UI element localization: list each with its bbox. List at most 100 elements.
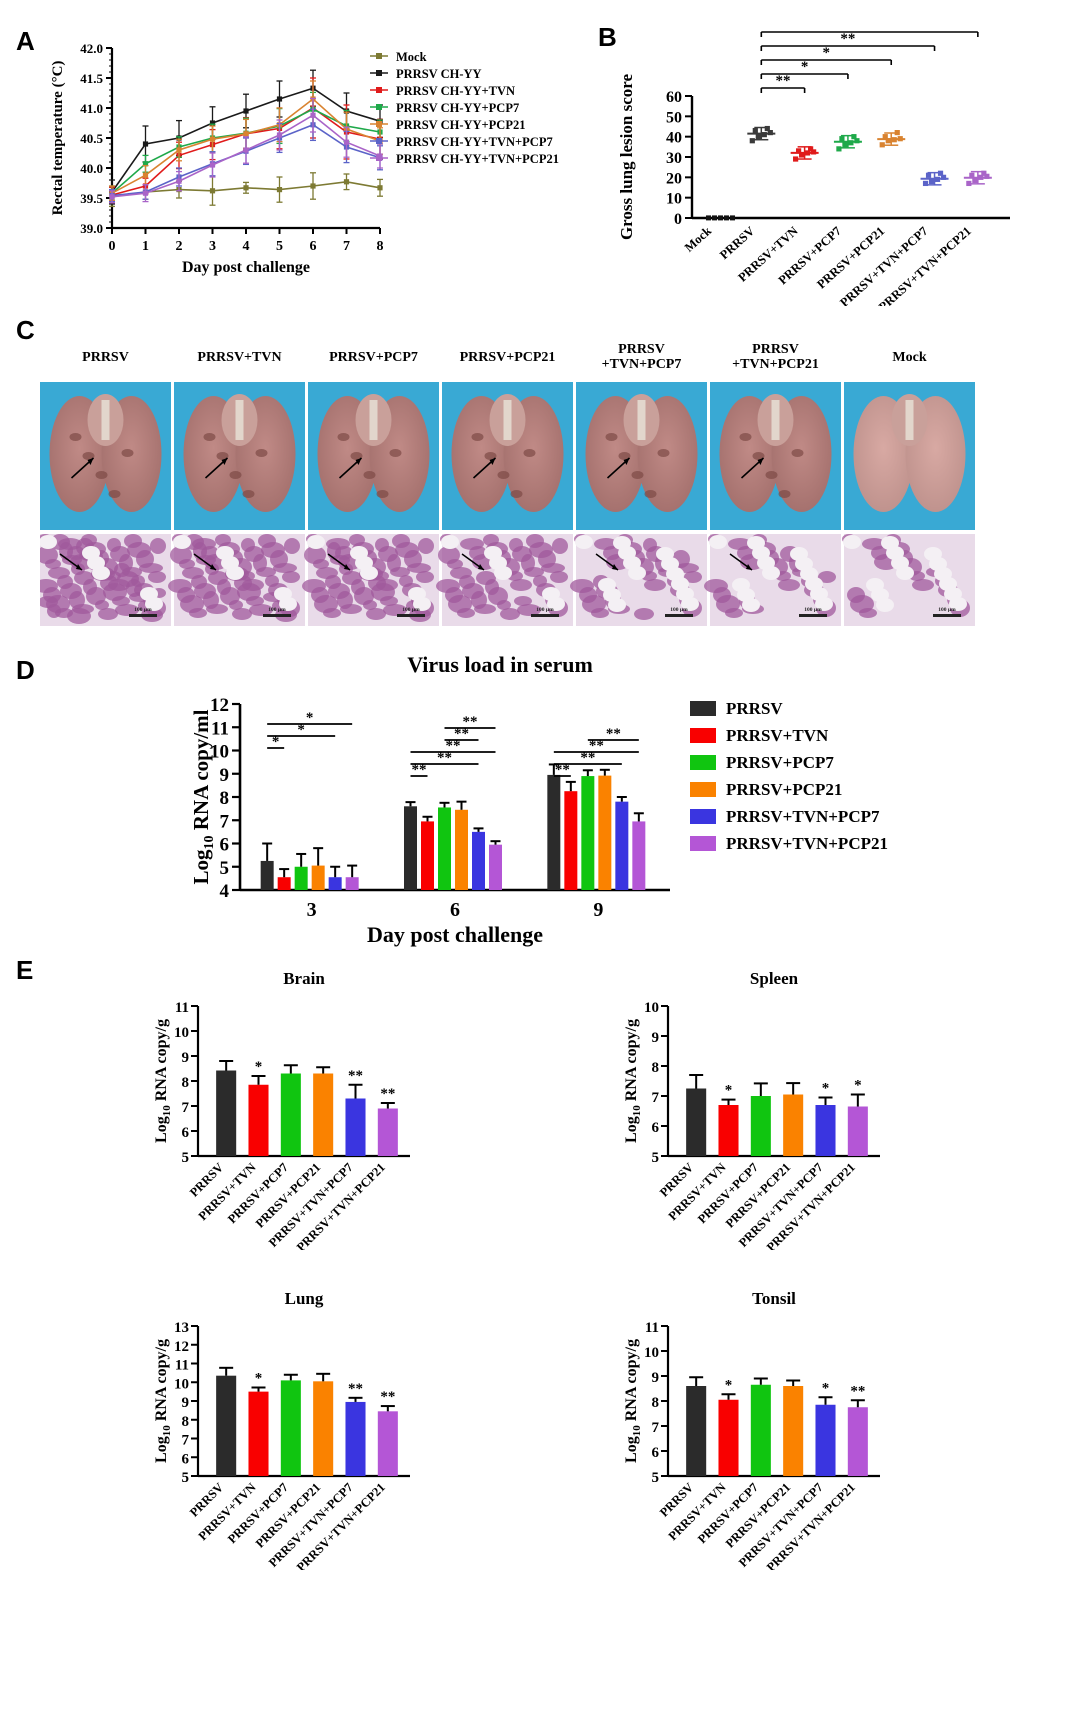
tissue-blob-2-41 [418,538,434,554]
significance-mark-2: * [823,45,831,61]
y-tick-label: 30 [666,150,682,167]
bar-0-5 [345,877,359,890]
bar-2 [280,1073,301,1156]
tissue-blob-0-19 [40,579,58,593]
panel-d-letter: D [16,655,35,685]
data-point [712,215,717,221]
y-axis-label: Log10 RNA copy/g [153,1019,173,1143]
bar-3 [783,1094,804,1156]
y-tick-label: 6 [220,835,230,856]
tissue-blob-3-39 [476,571,496,585]
alveolar-space-1-5 [216,546,234,560]
y-axis-label-rest: RNA copy/g [623,1019,640,1105]
histo-arrowhead-4 [612,564,618,570]
y-tick-label: 41.0 [80,101,103,116]
header-line1: PRRSV [82,350,129,365]
data-point [885,138,891,144]
tissue-blob-0-27 [98,608,118,620]
histo-arrowhead-0 [76,564,82,570]
significance-mark: ** [589,738,604,754]
lesion-spot-2-1 [350,452,363,460]
y-tick-label: 39.5 [80,191,103,206]
tissue-blob-4-27 [634,608,654,620]
legend-swatch-1 [690,728,716,743]
annotation-arrowhead-5 [757,458,764,465]
bar-3 [313,1381,334,1476]
lesion-spot-2-4 [389,449,402,457]
legend-label-1: PRRSV CH-YY [396,67,482,81]
lesion-spot-3-2 [497,471,510,479]
tissue-blob-1-38 [170,546,192,564]
bar-3 [313,1073,334,1156]
tissue-blob-3-38 [438,546,460,564]
y-axis-label-rest: RNA copy/g [623,1339,640,1425]
alveolar-space-6-7 [881,536,899,550]
y-tick-label: 6 [652,1120,660,1136]
x-tick-label-1: PRRSV [717,224,757,262]
data-point [836,146,842,152]
x-tick-label: 2 [176,239,183,254]
bar-0 [686,1386,707,1476]
alveolar-space-3-5 [484,546,502,560]
significance-mark-1: * [725,1083,733,1099]
y-axis-label: Log10 RNA copy/g [623,1339,643,1463]
alveolar-space-5-12 [790,547,808,561]
bar-0-1 [277,877,291,890]
y-tick-label: 6 [182,1125,190,1141]
bar-2 [750,1384,771,1476]
trachea-4 [637,400,646,440]
y-tick-label: 9 [182,1050,190,1066]
bar-4 [345,1401,366,1476]
bar-2 [750,1096,771,1156]
y-axis-label-base: Log [623,1116,640,1143]
scale-bar-1 [263,614,291,617]
significance-mark: ** [555,762,570,778]
significance-mark-4: * [822,1380,830,1396]
tissue-blob-2-22 [416,571,434,583]
data-point [922,180,929,187]
significance-mark-5: ** [380,1389,395,1405]
tissue-blob-4-22 [684,571,702,583]
trachea-2 [369,400,378,440]
alveolar-space-0-5 [82,546,100,560]
legend-label-2: PRRSV CH-YY+TVN [396,84,515,98]
bar-0 [216,1375,237,1476]
significance-mark: * [297,722,305,738]
histo-arrowhead-3 [478,564,484,570]
annotation-arrowhead-3 [489,458,496,465]
legend-label-0: PRRSV [726,699,783,718]
data-point [343,139,350,145]
alveolar-space-6-0 [843,535,861,549]
tissue-blob-1-24 [241,538,255,552]
significance-mark: ** [463,714,478,730]
lesion-spot-1-1 [216,452,229,460]
bar-2-4 [615,801,629,890]
lesion-spot-0-0 [69,433,82,441]
data-point [243,147,249,153]
y-tick-label: 11 [211,718,229,739]
tissue-blob-5-2 [778,579,800,591]
tissue-blob-2-48 [327,542,341,560]
data-point [882,134,888,140]
header-line1: PRRSV+PCP21 [459,350,556,365]
tissue-blob-4-19 [570,579,594,593]
lesion-spot-5-1 [752,452,765,460]
annotation-arrowhead-2 [355,458,362,465]
tissue-blob-0-24 [107,538,121,552]
y-axis-label-sub: 10 [202,835,217,849]
data-point [981,170,987,176]
significance-mark: ** [606,726,621,742]
y-tick-label: 6 [182,1451,190,1467]
trachea-5 [771,400,780,440]
bar-4 [815,1105,836,1156]
data-point [109,194,115,200]
data-point [209,188,216,194]
alveolar-space-3-4 [542,587,560,601]
header-line1: PRRSV [618,342,665,357]
tissue-blob-5-22 [818,571,836,583]
y-axis-label-base: Log [189,849,213,885]
significance-mark-0: ** [775,73,790,89]
y-tick-label: 9 [220,765,230,786]
bar-1-3 [455,809,468,890]
